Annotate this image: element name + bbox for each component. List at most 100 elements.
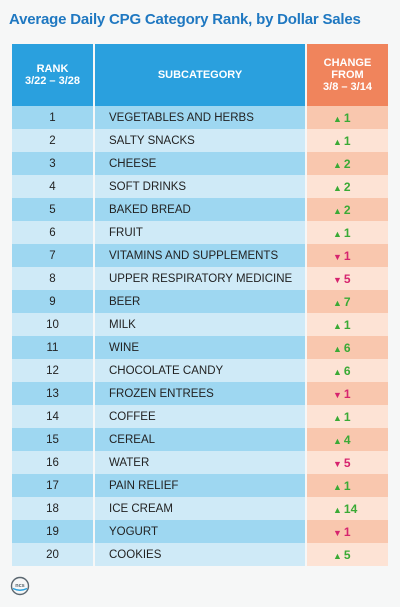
rank-cell: 4: [12, 175, 94, 198]
rank-cell: 9: [12, 290, 94, 313]
change-cell: ▲ 1: [306, 474, 388, 497]
table-row: 14 COFFEE ▲ 1: [12, 405, 388, 428]
change-cell: ▲ 7: [306, 290, 388, 313]
change-cell: ▼ 1: [306, 244, 388, 267]
rank-cell: 7: [12, 244, 94, 267]
change-cell: ▲ 2: [306, 152, 388, 175]
triangle-up-icon: ▲: [333, 481, 342, 492]
change-value: 5: [343, 547, 351, 562]
triangle-up-icon: ▲: [333, 550, 342, 561]
table-header: RANK 3/22 – 3/28 SUBCATEGORY CHANGE FROM…: [12, 44, 388, 106]
rank-cell: 5: [12, 198, 94, 221]
triangle-up-icon: ▲: [333, 435, 342, 446]
table-row: 10 MILK ▲ 1: [12, 313, 388, 336]
subcategory-cell: CHOCOLATE CANDY: [93, 359, 307, 382]
change-value: 1: [343, 386, 351, 401]
change-value: 1: [343, 225, 351, 240]
triangle-up-icon: ▲: [333, 297, 342, 308]
subcategory-cell: WINE: [93, 336, 307, 359]
table-row: 12 CHOCOLATE CANDY ▲ 6: [12, 359, 388, 382]
triangle-up-icon: ▲: [333, 182, 342, 193]
triangle-down-icon: ▼: [333, 274, 342, 285]
rank-cell: 17: [12, 474, 94, 497]
change-cell: ▲ 5: [306, 543, 388, 566]
triangle-up-icon: ▲: [333, 504, 342, 515]
change-cell: ▲ 1: [306, 313, 388, 336]
change-cell: ▲ 14: [306, 497, 388, 520]
rank-table: RANK 3/22 – 3/28 SUBCATEGORY CHANGE FROM…: [12, 44, 388, 566]
rank-cell: 3: [12, 152, 94, 175]
subcategory-cell: MILK: [93, 313, 307, 336]
triangle-up-icon: ▲: [333, 136, 342, 147]
header-rank-label: RANK 3/22 – 3/28: [24, 63, 81, 87]
ncs-logo-icon: ncs: [10, 576, 30, 596]
rank-cell: 2: [12, 129, 94, 152]
triangle-up-icon: ▲: [333, 366, 342, 377]
table-row: 11 WINE ▲ 6: [12, 336, 388, 359]
header-subcategory-label: SUBCATEGORY: [157, 69, 243, 81]
triangle-down-icon: ▼: [333, 251, 342, 262]
change-value: 2: [343, 202, 351, 217]
change-cell: ▲ 6: [306, 359, 388, 382]
subcategory-cell: SOFT DRINKS: [93, 175, 307, 198]
rank-cell: 1: [12, 106, 94, 129]
logo-text: ncs: [15, 583, 24, 589]
subcategory-cell: COOKIES: [93, 543, 307, 566]
header-row: RANK 3/22 – 3/28 SUBCATEGORY CHANGE FROM…: [12, 44, 388, 106]
change-cell: ▼ 1: [306, 520, 388, 543]
subcategory-cell: ICE CREAM: [93, 497, 307, 520]
table-row: 4 SOFT DRINKS ▲ 2: [12, 175, 388, 198]
table-row: 6 FRUIT ▲ 1: [12, 221, 388, 244]
triangle-up-icon: ▲: [333, 412, 342, 423]
subcategory-cell: FRUIT: [93, 221, 307, 244]
table-row: 16 WATER ▼ 5: [12, 451, 388, 474]
triangle-up-icon: ▲: [333, 320, 342, 331]
table-row: 20 COOKIES ▲ 5: [12, 543, 388, 566]
rank-cell: 19: [12, 520, 94, 543]
subcategory-cell: VEGETABLES AND HERBS: [93, 106, 307, 129]
change-cell: ▼ 1: [306, 382, 388, 405]
change-value: 5: [343, 271, 351, 286]
table-row: 13 FROZEN ENTREES ▼ 1: [12, 382, 388, 405]
change-cell: ▲ 1: [306, 129, 388, 152]
table-row: 18 ICE CREAM ▲ 14: [12, 497, 388, 520]
rank-cell: 18: [12, 497, 94, 520]
rank-cell: 6: [12, 221, 94, 244]
change-value: 2: [343, 156, 351, 171]
table-row: 17 PAIN RELIEF ▲ 1: [12, 474, 388, 497]
table-row: 19 YOGURT ▼ 1: [12, 520, 388, 543]
rank-cell: 10: [12, 313, 94, 336]
change-value: 1: [343, 110, 351, 125]
subcategory-cell: COFFEE: [93, 405, 307, 428]
subcategory-cell: BEER: [93, 290, 307, 313]
page-title: Average Daily CPG Category Rank, by Doll…: [9, 11, 361, 28]
change-value: 1: [343, 409, 351, 424]
subcategory-cell: PAIN RELIEF: [93, 474, 307, 497]
table-row: 1 VEGETABLES AND HERBS ▲ 1: [12, 106, 388, 129]
subcategory-cell: CEREAL: [93, 428, 307, 451]
triangle-up-icon: ▲: [333, 113, 342, 124]
change-cell: ▲ 1: [306, 106, 388, 129]
rank-cell: 12: [12, 359, 94, 382]
subcategory-cell: VITAMINS AND SUPPLEMENTS: [93, 244, 307, 267]
rank-cell: 13: [12, 382, 94, 405]
rank-cell: 11: [12, 336, 94, 359]
table-row: 5 BAKED BREAD ▲ 2: [12, 198, 388, 221]
header-change: CHANGE FROM 3/8 – 3/14: [306, 44, 388, 106]
change-value: 2: [343, 179, 351, 194]
change-value: 6: [343, 340, 351, 355]
rank-cell: 20: [12, 543, 94, 566]
change-value: 1: [343, 478, 351, 493]
header-subcategory: SUBCATEGORY: [93, 44, 307, 106]
table-row: 15 CEREAL ▲ 4: [12, 428, 388, 451]
change-value: 5: [343, 455, 351, 470]
change-cell: ▲ 1: [306, 405, 388, 428]
header-change-label: CHANGE FROM 3/8 – 3/14: [323, 57, 372, 93]
change-value: 7: [343, 294, 351, 309]
table-row: 9 BEER ▲ 7: [12, 290, 388, 313]
rank-cell: 16: [12, 451, 94, 474]
change-value: 1: [343, 248, 351, 263]
change-value: 6: [343, 363, 351, 378]
table-body: 1 VEGETABLES AND HERBS ▲ 1 2 SALTY SNACKS ▲ 1 3 C…: [12, 106, 388, 566]
change-cell: ▲ 1: [306, 221, 388, 244]
